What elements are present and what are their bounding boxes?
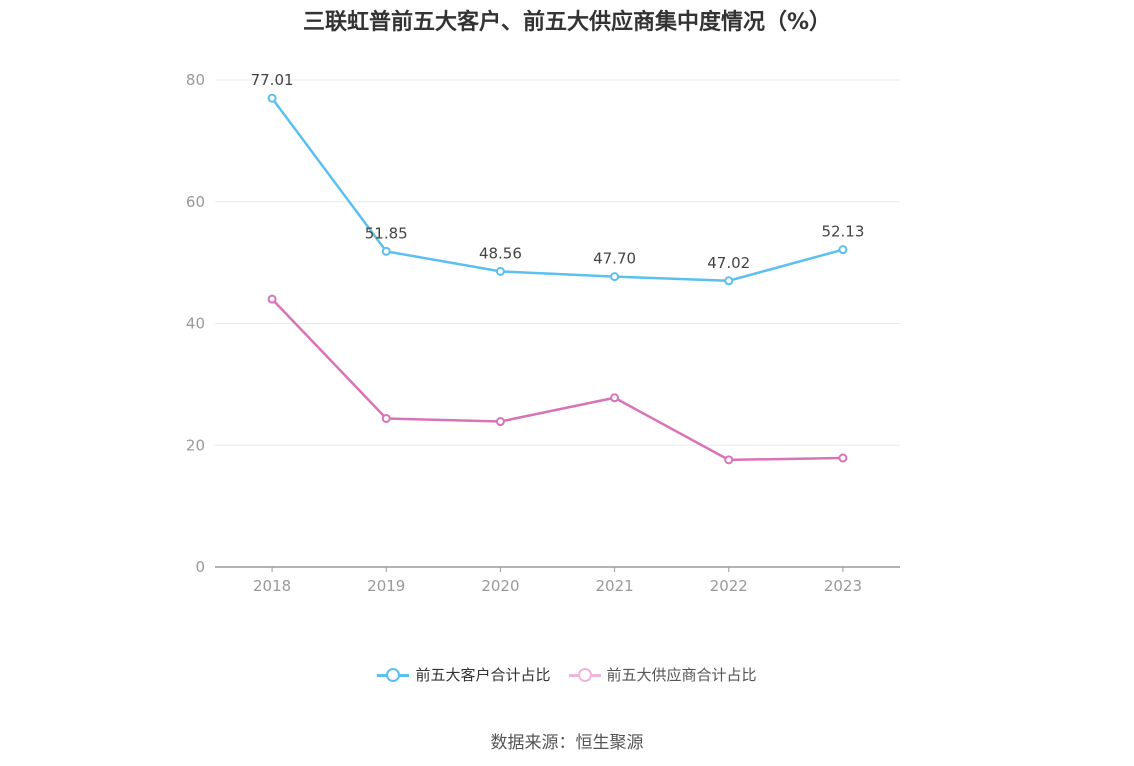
data-point[interactable] <box>495 266 505 276</box>
line-chart: 0 20 40 60 80 2018 2019 2020 2021 2022 2023 77.01… <box>186 71 900 595</box>
x-tick-label: 2020 <box>481 577 519 595</box>
x-tick-label: 2021 <box>595 577 633 595</box>
data-point[interactable] <box>838 453 848 463</box>
data-label: 47.02 <box>707 254 750 272</box>
y-tick-label: 40 <box>186 315 205 333</box>
series-line-0 <box>271 97 844 283</box>
chart-title: 三联虹普前五大客户、前五大供应商集中度情况（%） <box>302 10 832 35</box>
data-point[interactable] <box>838 245 848 255</box>
data-point[interactable] <box>267 93 277 103</box>
y-tick-label: 20 <box>186 436 205 454</box>
data-label: 51.85 <box>365 224 408 242</box>
legend-item-customers[interactable]: 前五大客户合计占比 <box>377 664 551 685</box>
data-point[interactable] <box>381 413 391 423</box>
data-label: 47.70 <box>593 250 636 268</box>
legend-item-suppliers[interactable]: 前五大供应商合计占比 <box>568 664 757 685</box>
y-tick-label: 0 <box>195 558 205 576</box>
data-point[interactable] <box>610 272 620 282</box>
data-label: 52.13 <box>821 223 864 241</box>
series-group: 77.01 51.85 48.56 47.70 47.02 52.13 <box>251 71 864 465</box>
y-tick-label: 60 <box>186 193 205 211</box>
legend-swatch-customers-icon <box>377 667 410 683</box>
x-tick-label: 2019 <box>367 577 405 595</box>
x-axis: 2018 2019 2020 2021 2022 2023 <box>215 566 900 595</box>
data-point[interactable] <box>610 393 620 403</box>
data-point[interactable] <box>724 455 734 465</box>
data-point[interactable] <box>724 276 734 286</box>
legend: 前五大客户合计占比 前五大供应商合计占比 <box>0 664 1134 685</box>
data-label: 77.01 <box>251 71 294 89</box>
grid-lines <box>215 79 900 446</box>
legend-label-suppliers: 前五大供应商合计占比 <box>606 666 757 684</box>
legend-label-customers: 前五大客户合计占比 <box>415 666 551 684</box>
y-axis-ticks: 0 20 40 60 80 <box>186 71 205 576</box>
data-point[interactable] <box>495 417 505 427</box>
series-line-1 <box>271 298 843 462</box>
legend-swatch-suppliers-icon <box>568 667 601 683</box>
data-point[interactable] <box>267 294 277 304</box>
y-tick-label: 80 <box>186 71 205 89</box>
x-tick-label: 2023 <box>824 577 862 595</box>
data-source: 数据来源：恒生聚源 <box>490 733 644 753</box>
data-label: 48.56 <box>479 244 522 262</box>
data-point[interactable] <box>381 246 391 256</box>
x-tick-label: 2018 <box>253 577 291 595</box>
x-tick-label: 2022 <box>710 577 748 595</box>
